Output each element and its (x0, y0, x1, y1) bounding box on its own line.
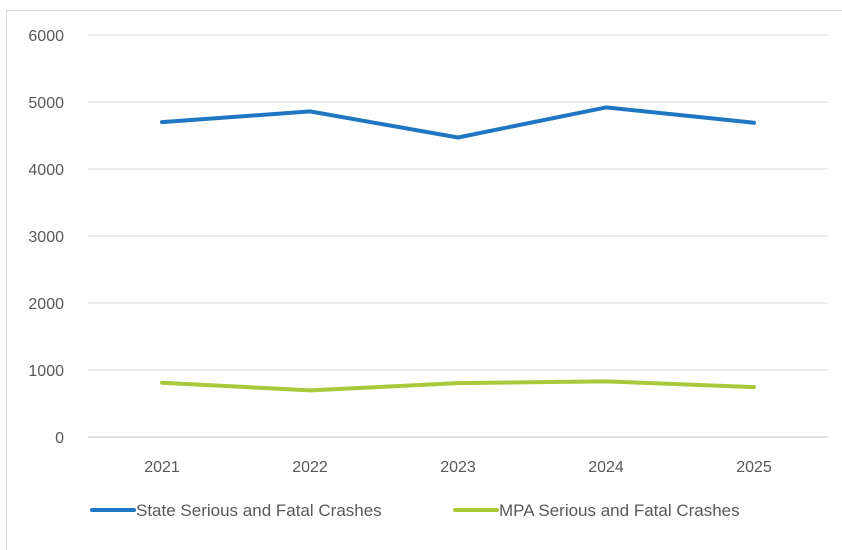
x-tick-label: 2021 (144, 459, 180, 476)
line-chart: 0 1000 2000 3000 4000 5000 6000 2021 2022 2023 202… (28, 28, 828, 520)
legend-label: MPA Serious and Fatal Crashes (499, 501, 740, 520)
series (160, 105, 756, 393)
y-tick-label: 2000 (28, 296, 64, 313)
axes: 0 1000 2000 3000 4000 5000 6000 2021 2022 2023 202… (28, 28, 771, 476)
y-tick-label: 1000 (28, 363, 64, 380)
series-line (160, 379, 756, 393)
x-tick-label: 2024 (588, 459, 624, 476)
series-line (160, 105, 756, 140)
y-tick-label: 0 (55, 430, 64, 447)
y-tick-label: 4000 (28, 162, 64, 179)
y-tick-label: 5000 (28, 95, 64, 112)
y-tick-label: 6000 (28, 28, 64, 45)
chart-frame (6, 10, 842, 550)
y-tick-label: 3000 (28, 229, 64, 246)
x-tick-label: 2023 (440, 459, 476, 476)
legend: State Serious and Fatal Crashes MPA Serio… (90, 501, 740, 520)
x-tick-label: 2025 (736, 459, 772, 476)
x-tick-label: 2022 (292, 459, 328, 476)
legend-label: State Serious and Fatal Crashes (136, 501, 382, 520)
gridlines (88, 34, 828, 438)
